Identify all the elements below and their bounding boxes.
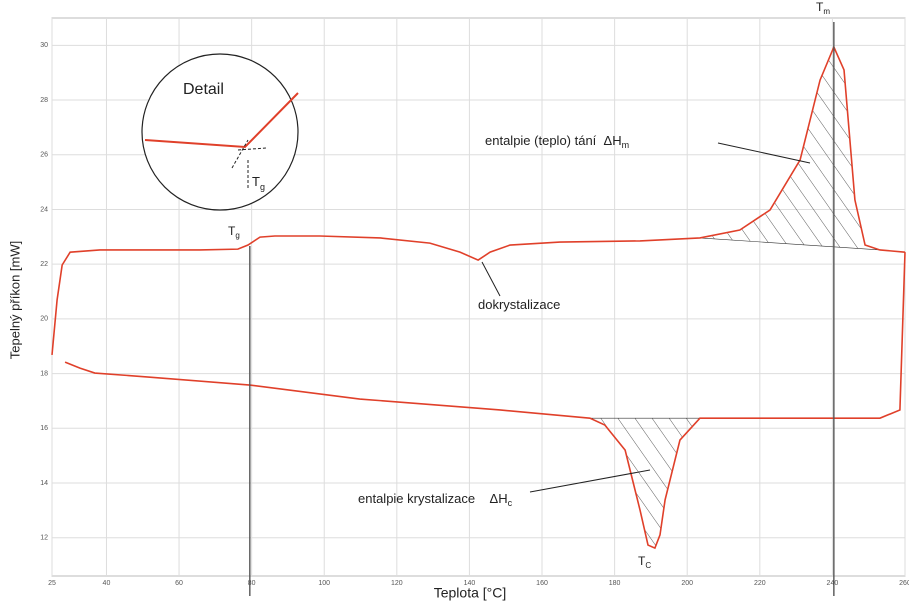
detail-construction	[231, 139, 267, 190]
y-tick-label: 16	[40, 425, 48, 432]
annotation-sub: c	[508, 498, 513, 508]
annotation: entalpie (teplo) tání ΔHm	[485, 133, 629, 150]
x-tick-label: 140	[464, 580, 476, 587]
marker-label-text: T	[638, 554, 646, 568]
x-tick-label: 40	[103, 580, 111, 587]
x-tick-label: 220	[754, 580, 766, 587]
y-tick-label: 12	[40, 535, 48, 542]
x-axis-title: Teplota [°C]	[434, 585, 507, 601]
detail-curve	[144, 92, 299, 149]
x-tick-label: 80	[248, 580, 256, 587]
x-tick-label: 160	[536, 580, 548, 587]
marker-label: TC	[638, 554, 651, 570]
detail-title: Detail	[183, 81, 224, 98]
x-tick-label: 60	[175, 580, 183, 587]
detail-inset: Detail Tg	[141, 53, 299, 211]
marker-label: Tm	[816, 0, 830, 16]
marker-label: Tg	[228, 224, 240, 240]
marker-label-sub: C	[645, 561, 651, 570]
data-line	[64, 252, 906, 550]
y-axis-title: Tepelný příkon [mW]	[7, 241, 22, 360]
x-tick-label: 100	[318, 580, 330, 587]
y-tick-label: 18	[40, 370, 48, 377]
detail-label-sub: g	[260, 182, 265, 192]
x-tick-label: 260	[899, 580, 909, 587]
marker-label-sub: g	[235, 231, 239, 240]
y-tick-label: 14	[40, 480, 48, 487]
detail-label-text: T	[252, 174, 260, 189]
marker-label-text: T	[816, 0, 824, 14]
annotation: dokrystalizace	[478, 297, 560, 312]
annotation: entalpie krystalizace ΔHc	[358, 491, 513, 508]
leader-lines	[481, 142, 811, 493]
y-tick-label: 28	[40, 97, 48, 104]
data-line	[51, 44, 906, 356]
x-tick-label: 25	[48, 580, 56, 587]
marker-label-sub: m	[823, 7, 830, 16]
y-tick-label: 30	[40, 42, 48, 49]
detail-circle	[141, 53, 299, 211]
annotation-text: dokrystalizace	[478, 297, 560, 312]
y-tick-label: 26	[40, 152, 48, 159]
marker-label-text: T	[228, 224, 236, 238]
x-tick-label: 180	[609, 580, 621, 587]
annotation-text: entalpie (teplo) tání ΔH	[485, 133, 622, 148]
annotation-sub: m	[622, 140, 630, 150]
y-tick-label: 22	[40, 261, 48, 268]
annotation-text: entalpie krystalizace ΔH	[358, 491, 508, 506]
x-tick-label: 200	[681, 580, 693, 587]
y-tick-label: 24	[40, 206, 48, 213]
x-tick-label: 120	[391, 580, 403, 587]
y-tick-label: 20	[40, 316, 48, 323]
detail-label: Tg	[252, 174, 265, 192]
hatched-area	[699, 46, 881, 251]
x-tick-label: 240	[827, 580, 839, 587]
